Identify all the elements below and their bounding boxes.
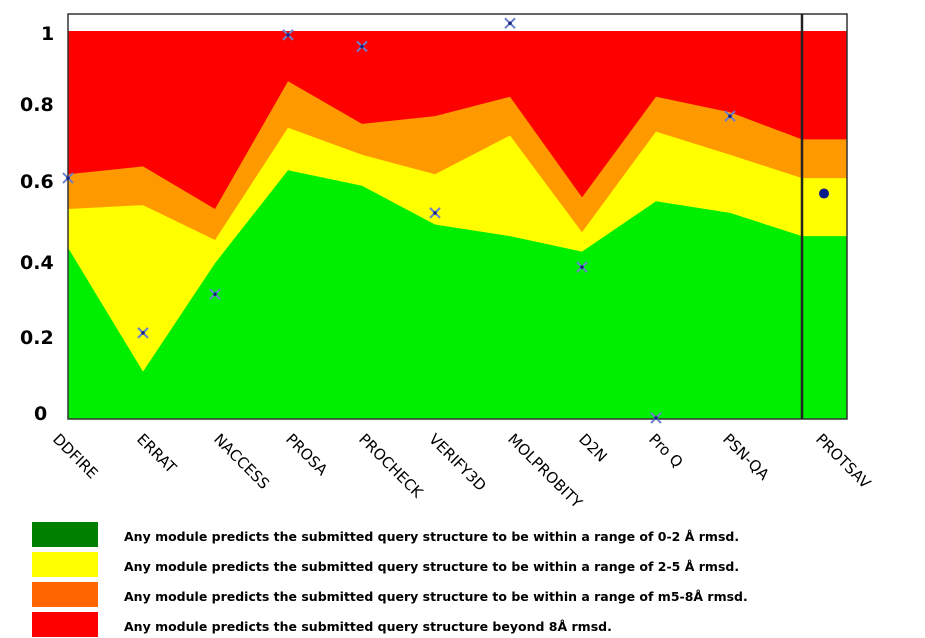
y-tick-label: 0.4	[20, 252, 54, 274]
plot-border	[67, 13, 848, 420]
score-marker-prosa	[282, 29, 294, 41]
chart: 0 0.2 0.4 0.6 0.8 1 DDFIRE ERRAT NACCESS PROSA PR…	[20, 13, 875, 512]
y-tick-label: 0.8	[20, 94, 54, 116]
score-marker-protsav	[819, 188, 829, 199]
x-tick-label: D2N	[575, 430, 611, 466]
area-band-green	[68, 170, 847, 419]
score-marker-psn-qa	[724, 110, 736, 122]
score-marker-errat	[137, 327, 149, 339]
legend-swatch-orange	[32, 582, 98, 607]
legend-item-2-5: Any module predicts the submitted query …	[32, 552, 925, 578]
legend-swatch-green	[32, 522, 98, 547]
legend-swatch-yellow	[32, 552, 98, 577]
x-tick-label: VERIFY3D	[425, 430, 490, 495]
score-marker-molprobity	[504, 17, 516, 29]
score-marker-procheck	[356, 40, 368, 53]
x-tick-label: ERRAT	[133, 430, 180, 477]
score-marker-naccess	[209, 288, 221, 300]
x-tick-label: PROCHECK	[355, 430, 427, 502]
x-tick-label: PSN-QA	[719, 430, 773, 484]
y-tick-label: 0.2	[20, 327, 54, 349]
area-bands	[68, 31, 847, 420]
x-tick-label: PROTSAV	[812, 430, 875, 493]
score-marker-pro-q	[650, 412, 662, 424]
legend-item-0-2: Any module predicts the submitted query …	[32, 522, 925, 548]
x-tick-label: PROSA	[282, 430, 332, 480]
x-tick-label: Pro Q	[645, 430, 686, 471]
legend-label: Any module predicts the submitted query …	[124, 619, 612, 634]
score-marker-d2n	[576, 261, 588, 273]
x-tick-label: NACCESS	[210, 430, 273, 493]
x-tick-label: MOLPROBITY	[504, 430, 586, 512]
legend-label: Any module predicts the submitted query …	[124, 529, 740, 544]
legend-item-5-8: Any module predicts the submitted query …	[32, 582, 925, 608]
y-tick-label: 0.6	[20, 171, 54, 193]
x-tick-label: DDFIRE	[49, 430, 101, 482]
score-marker-ddfire	[62, 172, 74, 184]
score-markers	[62, 17, 829, 424]
legend-label: Any module predicts the submitted query …	[124, 559, 740, 574]
y-axis-ticks: 0 0.2 0.4 0.6 0.8 1	[20, 23, 54, 425]
legend-item-beyond-8: Any module predicts the submitted query …	[32, 612, 925, 638]
y-tick-label: 1	[41, 23, 54, 45]
legend-swatch-red	[32, 612, 98, 637]
legend-label: Any module predicts the submitted query …	[124, 589, 748, 604]
score-marker-verify3d	[429, 207, 441, 219]
y-tick-label: 0	[34, 403, 47, 425]
